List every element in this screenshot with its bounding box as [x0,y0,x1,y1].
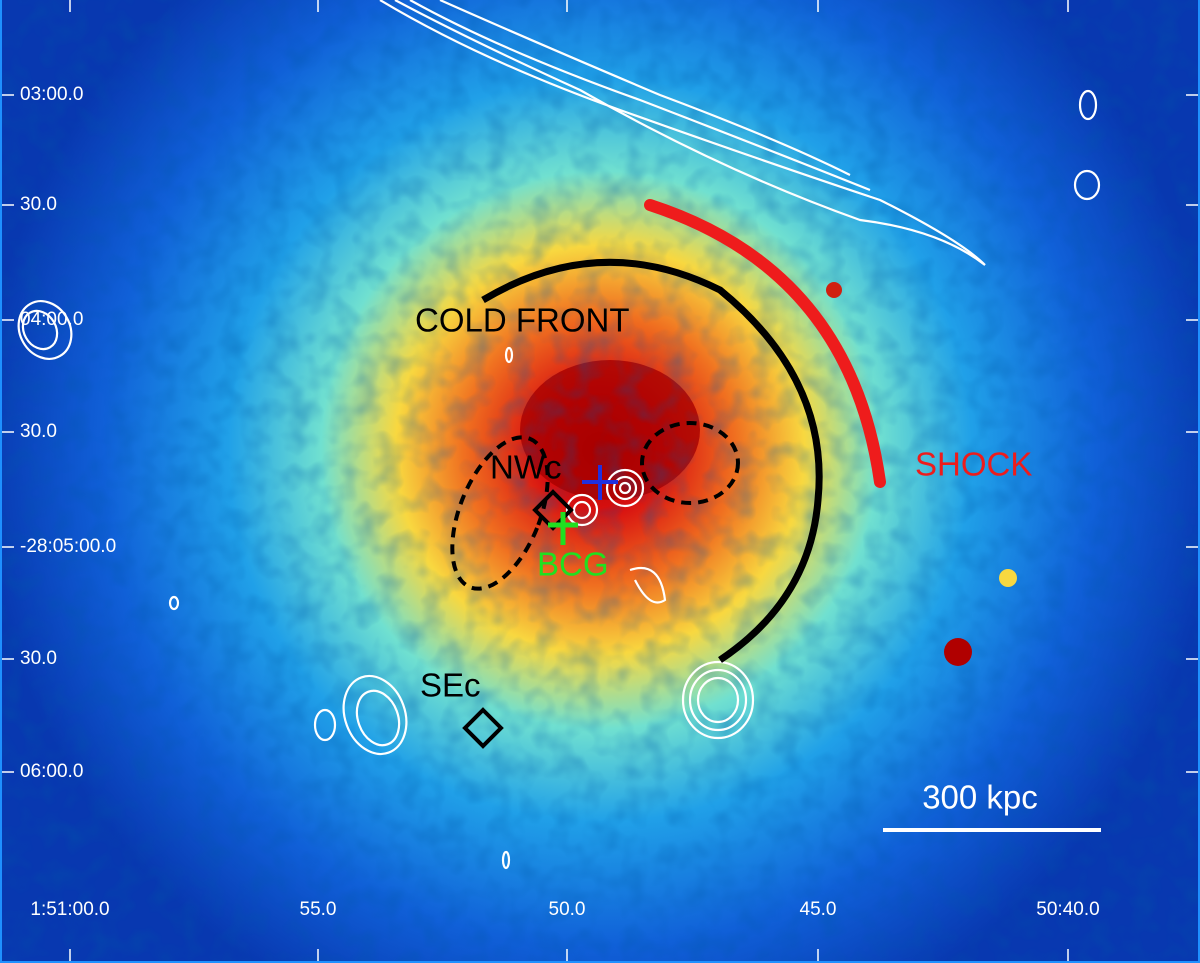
dashed-ellipse [450,435,550,591]
x-axis-label: 55.0 [300,899,337,920]
y-axis-label: 03:00.0 [20,84,83,105]
point-source [944,638,972,666]
cross-marker [582,465,618,500]
point-source [999,569,1017,587]
sec-marker [462,707,504,749]
y-axis-label: 30.0 [20,194,57,215]
y-axis-label: 04:00.0 [20,309,83,330]
shock-label: SHOCK [915,446,1032,483]
x-axis-label: 50.0 [549,899,586,920]
scale-label: 300 kpc [922,779,1038,816]
y-axis-label: 06:00.0 [20,761,83,782]
nwc-marker [532,489,574,531]
y-axis-label: 30.0 [20,421,57,442]
x-axis-label: 45.0 [800,899,837,920]
y-axis-label: -28:05:00.0 [20,536,116,557]
shock-arc [644,199,886,488]
cold-front-label: COLD FRONT [415,302,630,339]
x-axis-label: 50:40.0 [1036,899,1099,920]
x-axis-label: 1:51:00.0 [30,899,109,920]
y-axis-label: 30.0 [20,648,57,669]
bcg-label: BCG [537,546,609,583]
bcg-marker [548,512,578,545]
point-source [826,282,842,298]
radio-contours [17,0,1101,870]
cold-front-arc [481,258,823,663]
sec-label: SEc [420,667,481,704]
nwc-label: NWc [490,449,561,486]
dashed-ellipse [640,421,740,505]
